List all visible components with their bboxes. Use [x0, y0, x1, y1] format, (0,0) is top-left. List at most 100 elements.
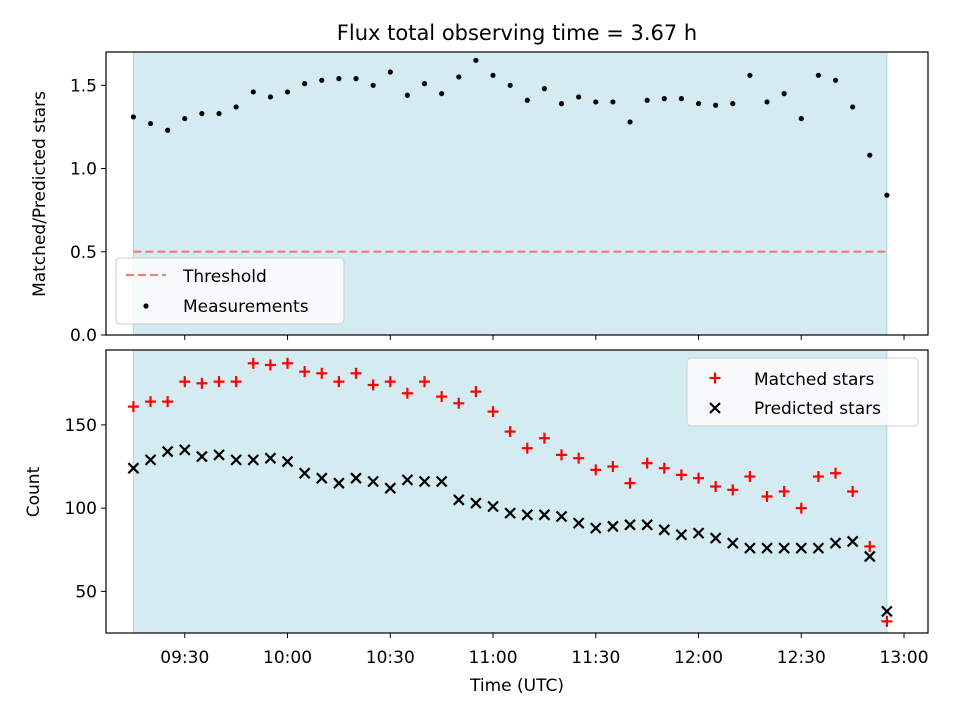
measurement-point — [233, 104, 239, 110]
bottom-legend-box — [686, 357, 919, 427]
measurement-point — [781, 91, 787, 97]
x-tick-label: 13:00 — [880, 648, 929, 668]
matched-stars-point — [453, 397, 465, 409]
predicted-stars-point — [298, 467, 311, 479]
measurement-point — [199, 110, 205, 117]
matched-stars-point — [145, 396, 157, 408]
matched-stars-point — [264, 359, 276, 371]
predicted-stars-point — [435, 475, 448, 488]
bottom-axes-frame — [105, 349, 929, 634]
matched-stars-point — [693, 472, 705, 484]
x-tick-label: 12:00 — [674, 648, 723, 668]
matched-stars-point — [538, 432, 550, 444]
bottom-y-tick-label: 100 — [65, 499, 97, 519]
matched-stars-point — [641, 457, 653, 469]
bottom-y-tick-label: 50 — [75, 582, 97, 602]
predicted-stars-point — [315, 472, 328, 484]
matched-stars-point — [213, 376, 225, 388]
top-y-tick-label: 0.5 — [70, 243, 97, 263]
matched-stars-point — [727, 484, 739, 496]
predicted-stars-point — [161, 445, 174, 458]
measurement-point — [147, 120, 154, 127]
matched-stars-point — [419, 376, 431, 388]
predicted-stars-point — [658, 524, 671, 536]
measurement-point — [267, 94, 273, 100]
matched-stars-point — [607, 461, 619, 473]
measurement-point — [815, 72, 822, 78]
predicted-stars-point — [213, 449, 225, 461]
bottom-y-tick-label: 150 — [65, 416, 97, 436]
predicted-stars-point — [641, 519, 653, 531]
measurement-point — [336, 76, 342, 82]
predicted-stars-point — [572, 517, 585, 529]
top-y-tick-label: 1.0 — [70, 160, 97, 180]
measurement-point — [678, 96, 685, 102]
measurement-point — [576, 94, 582, 100]
matched-stars-point — [881, 615, 893, 627]
matched-stars-point — [401, 387, 413, 399]
predicted-stars-point — [504, 507, 516, 519]
legend-predicted-stars-label: Predicted stars — [754, 399, 881, 419]
matched-stars-point — [179, 376, 191, 388]
measurement-point — [644, 97, 650, 103]
predicted-stars-point — [264, 452, 277, 464]
matched-stars-point — [436, 391, 448, 403]
predicted-stars-point — [761, 542, 773, 554]
matched-stars-point — [282, 357, 294, 369]
matched-stars-point — [658, 462, 670, 474]
matched-stars-point — [710, 481, 722, 493]
measurement-point — [832, 77, 839, 83]
predicted-stars-point — [846, 535, 859, 548]
measurement-point — [610, 99, 616, 105]
predicted-stars-point — [795, 542, 808, 554]
predicted-stars-point — [778, 542, 790, 554]
measurement-point — [284, 89, 291, 95]
matched-stars-point — [487, 406, 499, 418]
matched-stars-point — [470, 386, 482, 398]
matched-stars-point — [316, 367, 328, 379]
measurement-point — [130, 114, 136, 120]
matched-stars-point — [830, 467, 842, 479]
legend-cross — [709, 402, 721, 414]
matched-stars-point — [299, 366, 311, 378]
bottom-y-axis-label: Count — [24, 466, 44, 517]
matched-stars-point — [778, 486, 790, 497]
measurement-point — [439, 91, 445, 97]
measurement-point — [798, 115, 804, 122]
predicted-stars-point — [744, 542, 756, 554]
matched-stars-point — [196, 377, 208, 389]
chart-title: Flux total observing time = 3.67 h — [337, 21, 697, 45]
predicted-stars-point — [726, 537, 739, 549]
measurement-point — [867, 152, 873, 158]
predicted-stars-point — [418, 475, 431, 488]
predicted-stars-point — [230, 454, 242, 466]
matched-stars-point — [367, 379, 379, 391]
matched-stars-point — [624, 477, 636, 489]
top-legend-box — [115, 257, 345, 325]
predicted-stars-point — [350, 472, 362, 484]
measurement-point — [524, 97, 530, 103]
x-tick-label: 11:00 — [469, 648, 518, 668]
measurement-point — [370, 82, 376, 88]
measurement-point — [182, 115, 188, 122]
x-tick-label: 10:30 — [366, 648, 415, 668]
measurement-point — [473, 57, 479, 63]
measurement-point — [421, 81, 428, 87]
measurement-point — [730, 101, 736, 107]
measurement-point — [764, 99, 770, 105]
measurement-point — [661, 96, 667, 102]
measurement-point — [302, 81, 308, 87]
predicted-stars-point — [178, 444, 191, 456]
predicted-stars-point — [607, 520, 619, 533]
measurement-point — [353, 76, 359, 82]
predicted-stars-point — [538, 509, 551, 521]
matched-stars-point — [521, 442, 533, 454]
bottom-legend: Matched stars Predicted stars — [686, 357, 919, 427]
predicted-stars-point — [863, 550, 876, 563]
measurement-point — [593, 99, 599, 105]
matched-stars-point — [675, 469, 687, 481]
predicted-stars-point — [281, 455, 294, 468]
measurement-point — [884, 192, 890, 198]
top-y-tick-label: 1.5 — [70, 76, 97, 96]
